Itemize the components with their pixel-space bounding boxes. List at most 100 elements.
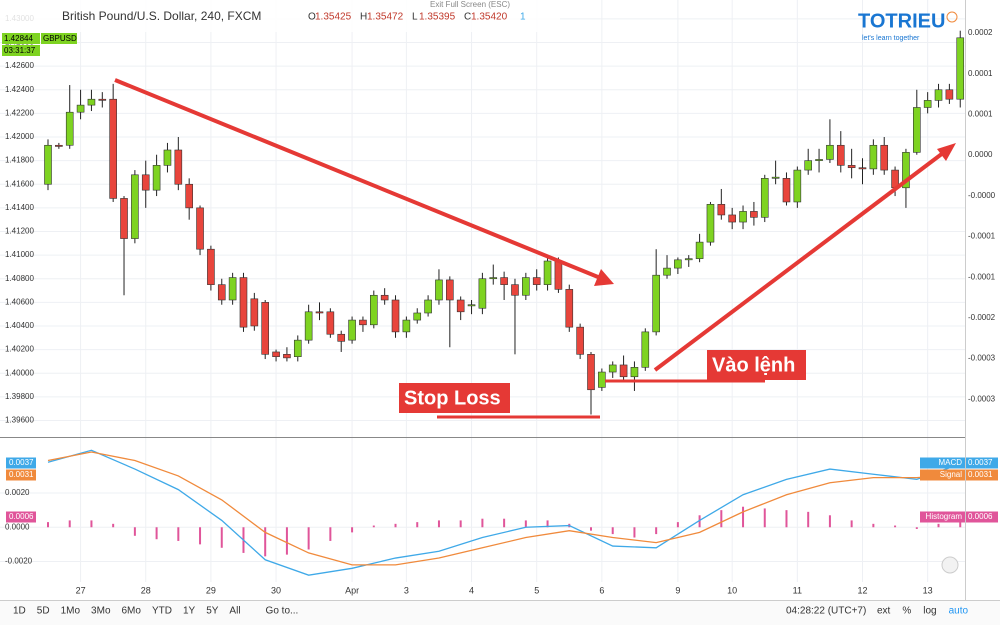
y-tick-label: 1.40800 — [5, 274, 34, 283]
histogram-bar — [459, 520, 462, 528]
last-price-tag — [2, 33, 40, 44]
option-button[interactable]: auto — [949, 606, 969, 617]
option-button[interactable]: % — [902, 606, 911, 617]
histogram-bar — [285, 527, 288, 555]
candle-down — [196, 207, 204, 250]
candle-down — [576, 326, 584, 355]
candle-down — [565, 289, 574, 328]
range-button[interactable]: All — [229, 606, 240, 617]
range-button[interactable]: 6Mo — [122, 606, 142, 617]
y-tick-label: 1.42200 — [5, 108, 34, 117]
y-tick-label: 1.42400 — [5, 85, 34, 94]
y-tick-label: 1.42000 — [5, 132, 34, 141]
ohlc-key: H — [360, 12, 367, 23]
goto-button[interactable]: Go to... — [266, 606, 299, 617]
logo-sub: let's learn together — [862, 35, 920, 42]
ohlc-value: 1.35425 — [315, 12, 352, 23]
range-button[interactable]: 5Y — [206, 606, 219, 617]
right-axis-label: 0.0002 — [968, 28, 993, 37]
down-arrow — [114, 78, 599, 279]
range-button[interactable]: 1Mo — [61, 606, 81, 617]
candle-down — [272, 351, 280, 357]
range-button[interactable]: 3Mo — [91, 606, 111, 617]
candle-down — [315, 311, 324, 314]
y-tick-label: 1.40200 — [5, 345, 34, 354]
up-arrow — [653, 151, 945, 372]
candle-up — [543, 260, 552, 285]
candle-up — [771, 176, 780, 179]
histogram-bar — [372, 525, 375, 528]
range-button[interactable]: 5D — [37, 606, 50, 617]
histogram-bar — [894, 525, 897, 528]
right-axis-label: -0.0002 — [968, 313, 996, 322]
candle-down — [858, 167, 867, 170]
x-tick-label: 9 — [675, 585, 680, 595]
macd-tick-label: -0.0020 — [5, 557, 33, 566]
candle-up — [424, 299, 432, 314]
x-tick-label: 29 — [206, 585, 216, 595]
option-button[interactable]: ext — [877, 606, 891, 617]
symbol: British Pound/U.S. Dollar, 240, FXCM — [62, 9, 261, 23]
y-tick-label: 1.41000 — [5, 250, 34, 259]
legend-name: Signal — [940, 470, 962, 479]
entry-box — [707, 350, 806, 380]
candle-down — [728, 214, 736, 223]
right-axis-label: -0.0001 — [968, 272, 996, 281]
candle-up — [152, 165, 161, 191]
logo: TOTRIEU — [858, 10, 945, 32]
x-tick-label: 12 — [857, 585, 867, 595]
range-button[interactable]: YTD — [152, 606, 172, 617]
value-tag — [6, 457, 36, 469]
candle-down — [782, 178, 791, 203]
candle-up — [131, 174, 139, 239]
macd-tick-label: 0.0000 — [5, 522, 30, 531]
histogram-bar — [807, 511, 810, 528]
candle-up — [522, 277, 530, 296]
candle-up — [76, 104, 85, 113]
x-tick-label: 4 — [469, 585, 474, 595]
histogram-bar — [850, 520, 853, 528]
histogram-bar — [437, 520, 440, 528]
candle-down — [239, 277, 248, 328]
range-button[interactable]: 1D — [13, 606, 26, 617]
histogram-bar — [47, 522, 49, 528]
clock: 04:28:22 (UTC+7) — [786, 606, 866, 617]
histogram-bar — [763, 508, 766, 528]
option-button[interactable]: log — [923, 606, 936, 617]
histogram-bar — [416, 522, 419, 528]
histogram-bar — [937, 523, 940, 528]
candle-down — [337, 333, 346, 342]
range-button[interactable]: 1Y — [183, 606, 196, 617]
right-axis-label: -0.0000 — [968, 191, 996, 200]
count: 1 — [520, 12, 526, 23]
candle-up — [293, 339, 302, 357]
candle-down — [836, 144, 845, 166]
value-tag-text: 0.0037 — [968, 458, 993, 467]
exit-full-screen[interactable]: Exit Full Screen (ESC) — [430, 0, 510, 9]
header-bg — [0, 0, 560, 32]
value-tag-text: 0.0006 — [968, 512, 993, 521]
candle-down — [217, 284, 226, 301]
y-tick-label: 1.42600 — [5, 61, 34, 70]
scroll-button[interactable] — [941, 556, 959, 574]
candle-up — [641, 331, 650, 368]
histogram-bar — [785, 510, 788, 528]
right-axis-label: 0.0001 — [968, 110, 993, 119]
candle-up — [826, 144, 834, 160]
candle-down — [326, 311, 335, 335]
y-tick-label: 1.41400 — [5, 203, 34, 212]
legend-name: MACD — [938, 458, 962, 467]
candle-down — [446, 279, 454, 301]
histogram-bar — [633, 527, 636, 538]
histogram-bar — [351, 527, 354, 533]
candle-up — [674, 259, 682, 269]
alert-icon[interactable] — [946, 11, 958, 23]
candle-down — [380, 294, 389, 301]
arrowhead — [594, 269, 614, 286]
x-tick-label: 6 — [599, 585, 604, 595]
candle-up — [663, 267, 671, 276]
right-axis-label: -0.0003 — [968, 354, 996, 363]
value-tag — [966, 457, 998, 469]
histogram-bar — [872, 523, 875, 528]
